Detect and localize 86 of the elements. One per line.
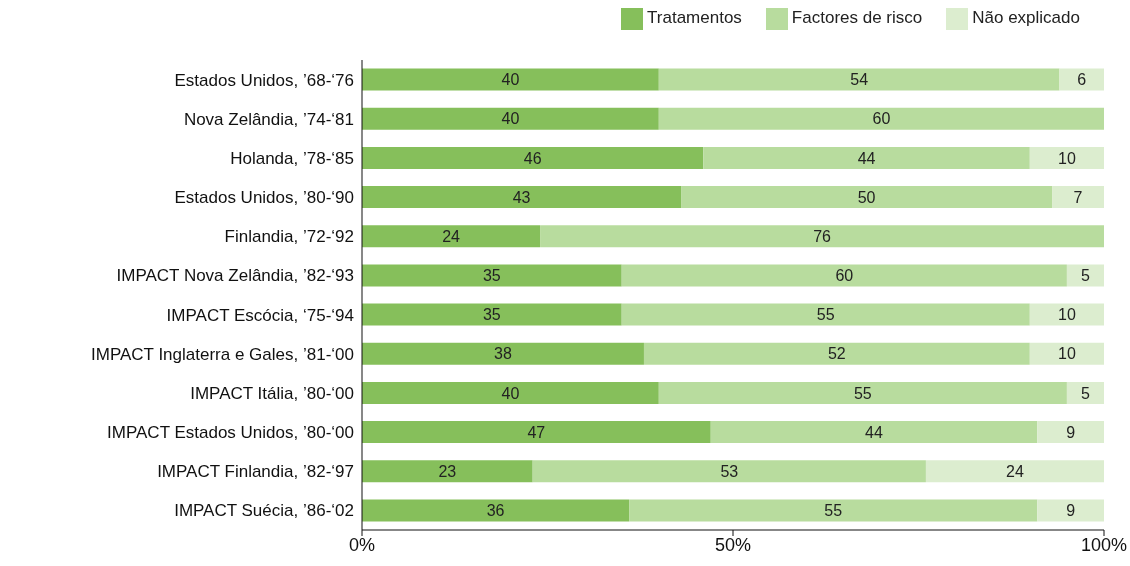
bar [362,499,630,522]
data-label: 55 [816,306,835,324]
data-label: 9 [1066,502,1076,520]
data-label: 35 [482,306,501,324]
legend-label: Tratamentos [647,8,742,28]
x-tick-label: 50% [714,534,752,555]
bar [362,460,533,483]
data-label: 23 [438,462,457,480]
data-label: 10 [1058,345,1076,363]
bar [362,146,704,169]
data-label: 24 [1006,462,1024,480]
data-label: 44 [857,149,876,167]
data-label: 55 [853,384,872,402]
bar [362,421,711,444]
data-label: 40 [501,71,520,89]
data-label: 24 [442,227,461,245]
data-label: 9 [1066,423,1076,441]
bar [540,225,1104,248]
y-tick-label: IMPACT Itália, ’80-‘00 [190,383,354,403]
bar [362,303,622,326]
bar [1066,264,1104,287]
bar [362,225,541,248]
data-label: 40 [501,384,520,402]
bar [643,342,1030,365]
bar [658,68,1060,91]
data-label: 52 [827,345,846,363]
bar [703,146,1030,169]
data-label: 7 [1073,188,1083,206]
data-label: 50 [857,188,876,206]
bar [362,264,622,287]
bar [1059,68,1104,91]
bar [1037,499,1104,522]
bar [532,460,926,483]
data-label: 44 [865,423,883,441]
data-label: 76 [813,227,832,245]
data-label: 40 [501,110,520,128]
y-tick-label: Estados Unidos, ’68-‘76 [174,70,354,90]
data-label: 36 [486,502,505,520]
y-tick-label: IMPACT Escócia, ‘75-‘94 [166,305,354,325]
data-label: 47 [527,423,546,441]
y-tick-label: Holanda, ’78-‘85 [230,148,354,168]
y-tick-label: Nova Zelândia, ’74-‘81 [183,109,354,129]
bar [621,264,1067,287]
data-label: 5 [1081,267,1090,285]
y-tick-label: Finlandia, ’72-‘92 [224,227,354,247]
y-tick-label: IMPACT Inglaterra e Gales, ’81-‘00 [91,344,354,364]
x-tick-label: 100% [1080,534,1128,555]
data-label: 43 [512,188,531,206]
bar [681,186,1053,209]
bar [1029,303,1104,326]
bar [710,421,1038,444]
data-label: 60 [835,267,854,285]
bar [1029,146,1104,169]
data-label: 46 [523,149,542,167]
data-label: 38 [494,345,512,363]
data-label: 10 [1058,149,1076,167]
bar [925,460,1104,483]
bar [362,107,659,130]
bar [1066,381,1104,404]
bar [362,381,659,404]
data-label: 54 [850,71,869,89]
data-label: 55 [824,502,843,520]
data-label: 35 [482,267,501,285]
legend-label: Não explicado [972,8,1080,28]
y-tick-label: IMPACT Nova Zelândia, ’82-‘93 [116,266,354,286]
data-label: 6 [1077,71,1087,89]
data-label: 53 [720,462,739,480]
y-tick-label: IMPACT Finlandia, ’82-‘97 [157,462,354,482]
data-label: 5 [1081,384,1090,402]
bar [1029,342,1104,365]
bar [1037,421,1104,444]
bar [362,68,659,91]
legend-label: Factores de risco [791,8,923,28]
bar [629,499,1038,522]
data-label: 10 [1058,306,1076,324]
bar [1052,186,1104,209]
bar [658,381,1067,404]
y-tick-label: Estados Unidos, ’80-‘90 [174,188,354,208]
bar [658,107,1104,130]
bar [362,186,682,209]
x-tick-label: 0% [348,534,376,555]
data-label: 60 [872,110,891,128]
bar [362,342,644,365]
bar [621,303,1030,326]
y-tick-label: IMPACT Estados Unidos, ’80-‘00 [107,423,354,443]
y-tick-label: IMPACT Suécia, ’86-‘02 [174,501,354,521]
